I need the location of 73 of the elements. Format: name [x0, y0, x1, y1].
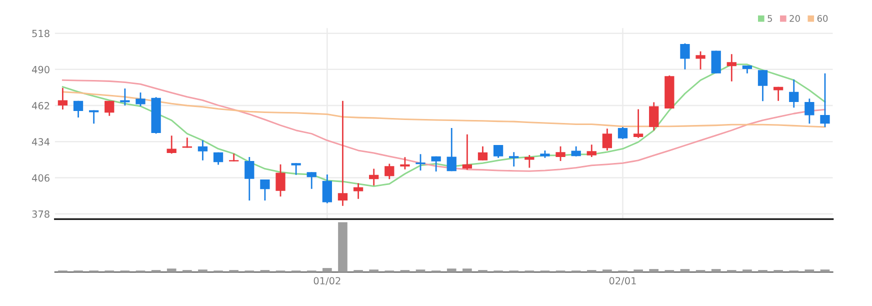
candlestick — [556, 146, 566, 162]
candlestick — [73, 100, 84, 118]
candlestick — [602, 128, 612, 152]
candlestick — [338, 100, 348, 207]
candlestick — [804, 98, 814, 124]
candlestick — [260, 178, 270, 202]
candlestick — [633, 108, 644, 139]
bar — [649, 269, 659, 272]
y-tick-label: 518 — [32, 30, 50, 38]
bar — [804, 270, 814, 272]
candlestick — [322, 174, 332, 204]
candlestick — [618, 126, 628, 140]
candlestick — [586, 144, 596, 158]
candlestick — [89, 110, 99, 124]
candlestick — [276, 164, 286, 198]
y-tick-label: 406 — [32, 174, 50, 182]
bar — [369, 270, 379, 272]
candlestick — [696, 50, 706, 70]
candlestick — [820, 72, 830, 128]
candlestick — [711, 50, 721, 74]
candlestick — [758, 69, 768, 102]
candlestick — [400, 156, 410, 170]
y-tick-label: 490 — [32, 66, 50, 74]
candlestick — [353, 182, 364, 200]
candlestick — [182, 136, 192, 148]
y-tick-label: 434 — [32, 138, 50, 146]
bar — [322, 268, 332, 272]
legend-label: 5 — [768, 15, 772, 22]
bar — [742, 270, 752, 272]
candlestick — [213, 152, 224, 166]
bar — [680, 269, 690, 272]
x-tick-label: 01/02 — [314, 277, 340, 286]
candlestick — [649, 102, 659, 132]
bar — [634, 270, 643, 272]
candlestick — [789, 78, 799, 108]
candlestick — [136, 92, 146, 107]
bar — [166, 268, 176, 272]
bar — [338, 222, 348, 272]
x-tick-label: 02/01 — [609, 277, 636, 286]
candlestick — [104, 100, 114, 117]
candlestick — [166, 134, 176, 154]
bar — [820, 270, 830, 272]
candlestick — [524, 154, 534, 168]
legend-label: 60 — [817, 15, 828, 22]
bar — [462, 268, 472, 272]
y-tick-label: 462 — [32, 102, 50, 110]
candlestick — [446, 127, 456, 172]
candlestick — [244, 156, 254, 202]
bar — [198, 270, 208, 272]
line-series — [62, 79, 826, 172]
y-tick-label: 378 — [32, 210, 50, 218]
candlestick — [493, 144, 504, 159]
candlestick — [416, 153, 426, 172]
line-series — [62, 91, 826, 128]
candlestick — [571, 146, 581, 158]
candlestick — [478, 146, 488, 162]
candlestick — [462, 134, 472, 171]
candlestick — [291, 162, 301, 176]
candlestick — [369, 168, 379, 186]
bar — [416, 270, 426, 272]
candlestick — [384, 163, 394, 180]
candlestick — [509, 151, 519, 168]
bar — [446, 268, 456, 272]
candlestick — [58, 87, 68, 110]
candlestick — [431, 156, 441, 172]
candlestick — [229, 152, 239, 162]
bar — [711, 269, 721, 272]
legend-label: 20 — [790, 15, 800, 22]
candlestick — [198, 140, 208, 162]
candlestick — [306, 171, 316, 190]
candlestick — [726, 53, 736, 82]
candlestick — [680, 42, 690, 70]
bar — [602, 270, 612, 272]
